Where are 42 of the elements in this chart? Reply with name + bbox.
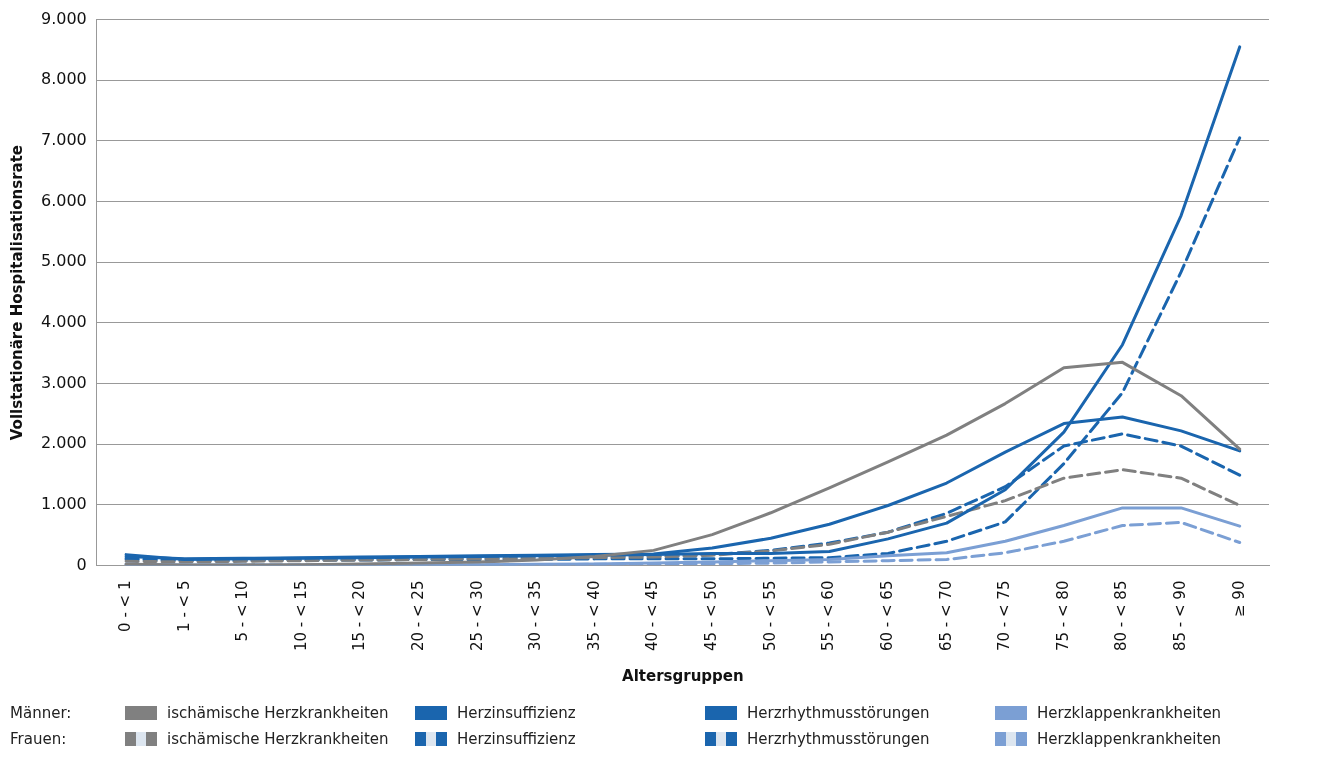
x-tick-label: 50 - < 55 [760,580,779,652]
y-tick-label: 9.000 [40,8,87,28]
y-tick-label: 1.000 [40,494,87,514]
x-tick-label: 55 - < 60 [819,580,838,652]
legend-label: ischämische Herzkrankheiten [167,704,389,722]
x-tick-label: 20 - < 25 [409,580,428,652]
x-tick-label: 0 - < 1 [116,580,134,632]
x-tick-label: 80 - < 85 [1112,580,1131,652]
x-tick-label: 45 - < 50 [702,580,721,652]
y-tick-label: 5.000 [40,251,87,271]
x-tick-label: 15 - < 20 [350,580,369,652]
x-tick-label: 75 - < 80 [1053,580,1072,652]
x-axis-title: Altersgruppen [622,666,744,685]
x-tick-label: 70 - < 75 [995,580,1014,652]
x-tick-label: 5 - < 10 [233,580,252,642]
y-tick-label: 2.000 [40,433,87,453]
x-tick-label: 65 - < 70 [936,580,955,652]
legend-label: ischämische Herzkrankheiten [167,730,389,748]
y-tick-label: 3.000 [40,372,87,392]
y-tick-label: 7.000 [40,130,87,150]
y-tick-label: 0 [76,554,87,574]
x-tick-label: 40 - < 45 [643,580,662,652]
x-tick-label: 1 - < 5 [174,580,193,632]
x-tick-label: 85 - < 90 [1170,580,1189,652]
legend-label: Herzrhythmusstörungen [747,704,930,722]
legend-label: Herzinsuffizienz [457,704,576,722]
legend-label: Herzrhythmusstörungen [747,730,930,748]
legend-label: Herzklappenkrankheiten [1037,730,1222,748]
x-tick-label: 10 - < 15 [291,580,310,652]
text: Männer: [10,704,73,722]
x-tick-label: 35 - < 40 [584,580,603,652]
y-tick-label: 6.000 [40,190,87,210]
legend-label: Herzinsuffizienz [457,730,576,748]
x-tick-label: 30 - < 35 [526,580,545,652]
x-tick-label: 60 - < 65 [877,580,896,652]
x-tick-label: 25 - < 30 [467,580,486,652]
text: Frauen: [10,730,68,748]
y-tick-label: 4.000 [40,312,87,332]
y-axis-title: Vollstationäre Hospitalisationsrate [7,144,26,441]
x-tick-label: ≥ 90 [1229,580,1248,617]
legend-label: Herzklappenkrankheiten [1037,704,1222,722]
y-tick-label: 8.000 [40,69,87,89]
